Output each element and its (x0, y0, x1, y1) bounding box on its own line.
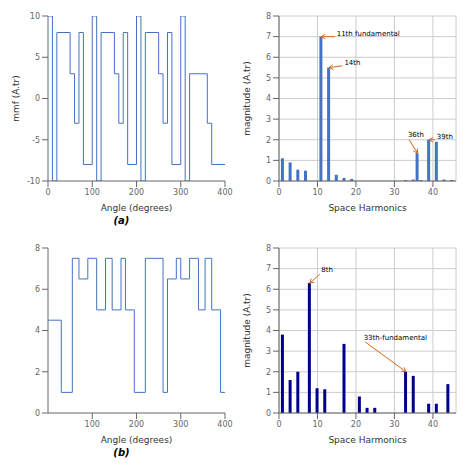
svg-text:11th fundamental: 11th fundamental (337, 30, 400, 38)
svg-text:5: 5 (266, 74, 271, 83)
svg-text:1: 1 (266, 156, 271, 165)
svg-text:Space Harmonics: Space Harmonics (328, 435, 407, 445)
svg-text:3: 3 (266, 115, 271, 124)
svg-text:magnitude (A.tr): magnitude (A.tr) (242, 61, 252, 136)
html-text:(a): (a) (113, 215, 130, 226)
svg-text:14th: 14th (344, 59, 360, 67)
svg-text:6: 6 (35, 285, 40, 294)
svg-text:Angle (degrees): Angle (degrees) (101, 435, 173, 445)
svg-text:400: 400 (217, 420, 232, 429)
svg-text:7: 7 (266, 264, 271, 273)
svg-text:33th-fundamental: 33th-fundamental (364, 334, 427, 342)
svg-text:0: 0 (266, 409, 271, 418)
svg-text:36th: 36th (408, 131, 424, 139)
svg-text:40: 40 (428, 420, 438, 429)
svg-text:1: 1 (266, 388, 271, 397)
svg-text:2: 2 (266, 136, 271, 145)
svg-text:10: 10 (312, 420, 322, 429)
svg-text:10: 10 (30, 12, 40, 21)
svg-text:Angle (degrees): Angle (degrees) (101, 203, 173, 213)
svg-text:20: 20 (351, 420, 361, 429)
svg-text:5: 5 (266, 306, 271, 315)
svg-text:0: 0 (35, 94, 40, 103)
svg-text:2: 2 (266, 368, 271, 377)
svg-text:400: 400 (217, 188, 232, 197)
svg-text:8: 8 (35, 244, 40, 253)
svg-text:100: 100 (85, 188, 100, 197)
svg-text:0: 0 (35, 409, 40, 418)
svg-text:6: 6 (266, 53, 271, 62)
svg-text:4: 4 (35, 326, 40, 335)
svg-text:30: 30 (389, 420, 399, 429)
svg-text:10: 10 (312, 188, 322, 197)
svg-text:0: 0 (266, 177, 271, 186)
svg-text:4: 4 (266, 326, 271, 335)
svg-text:0: 0 (276, 188, 281, 197)
svg-text:8: 8 (266, 12, 271, 21)
svg-text:8th: 8th (321, 266, 333, 274)
svg-text:100: 100 (85, 420, 100, 429)
html-text:(b): (b) (113, 447, 130, 458)
svg-text:200: 200 (129, 420, 144, 429)
svg-text:-5: -5 (32, 136, 40, 145)
svg-text:39th: 39th (437, 133, 453, 141)
svg-text:7: 7 (266, 32, 271, 41)
svg-text:Space Harmonics: Space Harmonics (328, 203, 407, 213)
svg-text:200: 200 (129, 188, 144, 197)
svg-text:6: 6 (266, 285, 271, 294)
svg-text:5: 5 (35, 53, 40, 62)
svg-text:-10: -10 (27, 177, 40, 186)
svg-text:300: 300 (173, 420, 188, 429)
svg-text:300: 300 (173, 188, 188, 197)
svg-text:4: 4 (266, 94, 271, 103)
svg-text:2: 2 (35, 368, 40, 377)
svg-text:magnitude (A.tr): magnitude (A.tr) (242, 293, 252, 368)
svg-text:0: 0 (45, 188, 50, 197)
svg-text:8: 8 (266, 244, 271, 253)
svg-text:0: 0 (276, 420, 281, 429)
svg-text:30: 30 (389, 188, 399, 197)
svg-text:mmf (A.tr): mmf (A.tr) (11, 75, 21, 122)
svg-text:3: 3 (266, 347, 271, 356)
svg-text:40: 40 (428, 188, 438, 197)
svg-text:20: 20 (351, 188, 361, 197)
